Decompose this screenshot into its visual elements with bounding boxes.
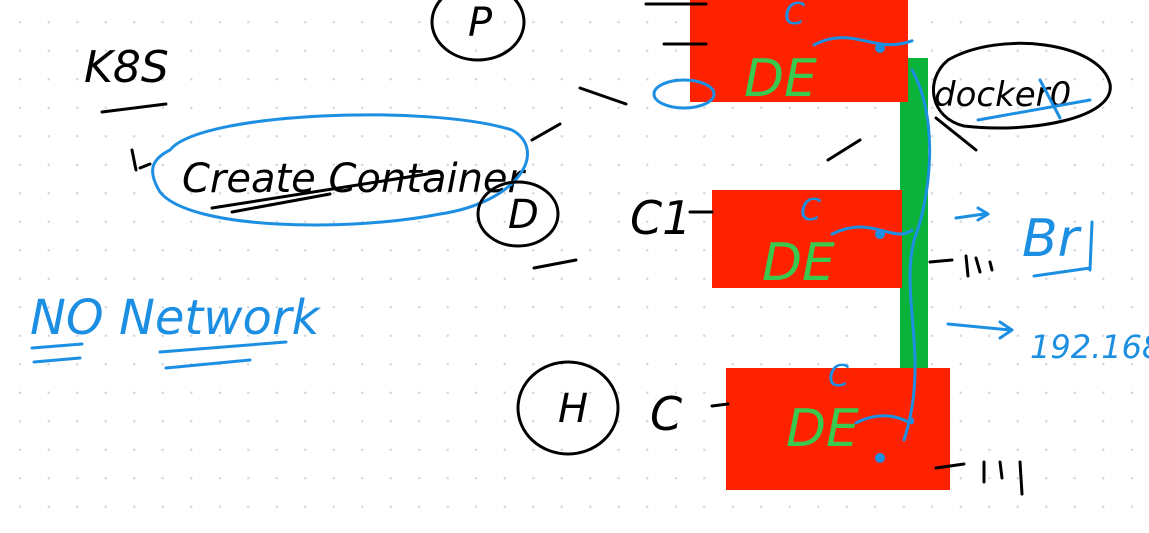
container-annotation: C xyxy=(800,193,821,228)
node-circle xyxy=(430,0,526,62)
container-row: P DE C xyxy=(430,0,914,109)
subnet-arrow xyxy=(946,320,1014,340)
veth-marks xyxy=(826,138,1024,496)
no-network-note: NO Network xyxy=(30,290,322,370)
bridge-arrow xyxy=(954,206,990,222)
node-label: P xyxy=(468,0,493,46)
trailing-stroke xyxy=(530,122,562,142)
bridge-trace xyxy=(902,68,932,442)
docker0-cross xyxy=(976,78,1092,122)
node-label: D xyxy=(508,192,539,238)
create-container-underline xyxy=(210,170,442,214)
arrow-bullet xyxy=(130,148,152,172)
docker-engine-box xyxy=(712,190,902,288)
container-annotation: C xyxy=(784,0,805,32)
k8s-note: K8S xyxy=(84,42,169,114)
no-network-underline-right xyxy=(158,340,288,370)
veth-mark-1 xyxy=(928,254,994,278)
k8s-text: K8S xyxy=(84,42,169,93)
interface-loop xyxy=(652,78,716,110)
veth-link xyxy=(854,414,914,425)
subnet-note: 192.168. xyxy=(946,320,1149,366)
node-circle xyxy=(516,360,620,456)
docker0-text: docker0 xyxy=(934,75,1071,115)
container-row: H C DE C xyxy=(516,359,950,490)
bridge-text: Br xyxy=(1022,209,1083,269)
no-network-underline-left xyxy=(30,342,84,364)
veth-endpoint xyxy=(875,229,885,240)
docker0-label: docker0 xyxy=(932,41,1112,152)
container-annotation: C xyxy=(828,359,849,394)
veth-endpoint xyxy=(875,43,885,53)
docker-engine-label: DE xyxy=(744,49,817,109)
create-container-circle xyxy=(151,113,529,227)
veth-endpoint xyxy=(875,453,885,463)
docker-engine-box xyxy=(690,0,908,102)
docker-engine-label: DE xyxy=(762,233,835,293)
bridge-bracket xyxy=(1032,220,1094,278)
container-dash xyxy=(710,402,730,408)
docker-engine-label: DE xyxy=(786,399,859,459)
subnet-text: 192.168. xyxy=(1030,328,1149,366)
create-container-text: Create Container xyxy=(182,156,527,202)
pen-stroke xyxy=(532,258,578,270)
k8s-underline xyxy=(100,102,168,114)
containers-layer: P DE C D C1 DE C H C DE C xyxy=(430,0,950,490)
container-label: C1 xyxy=(630,191,691,245)
docker0-tail xyxy=(934,116,978,152)
docker-engine-box xyxy=(726,368,950,490)
no-network-text: NO Network xyxy=(30,290,322,346)
connector-mark xyxy=(826,138,862,162)
container-label: C xyxy=(650,387,682,441)
docker0-circle xyxy=(932,41,1112,130)
create-container-note: Create Container xyxy=(130,113,562,227)
bridge-note: Br xyxy=(954,206,1094,278)
veth-link xyxy=(812,36,914,47)
veth-mark-2 xyxy=(934,460,1024,496)
container-row: D C1 DE C xyxy=(476,180,914,293)
node-label: H xyxy=(558,386,588,432)
pen-stroke xyxy=(578,86,628,106)
node-circle xyxy=(476,180,560,248)
